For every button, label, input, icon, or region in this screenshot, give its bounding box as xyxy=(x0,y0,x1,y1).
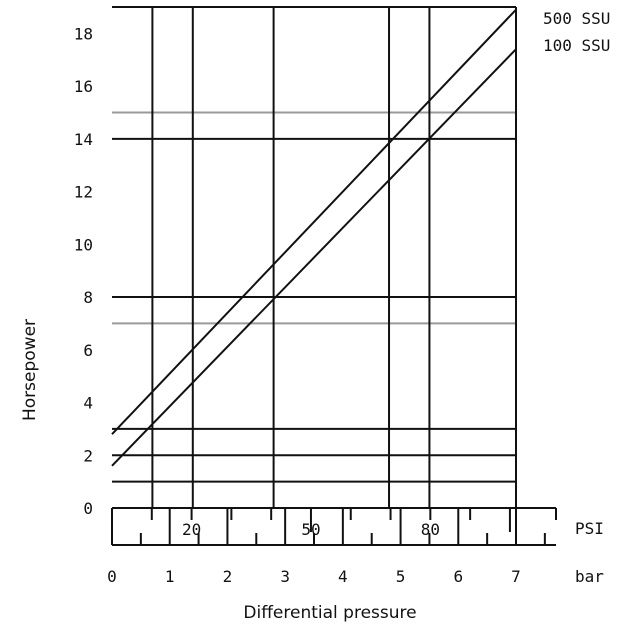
psi-tick-label: 20 xyxy=(182,520,201,539)
bar-tick-label: 4 xyxy=(338,567,348,586)
bar-tick-label: 2 xyxy=(223,567,233,586)
bar-tick-label: 5 xyxy=(396,567,406,586)
y-tick-label: 6 xyxy=(83,341,93,360)
series-lines xyxy=(111,8,517,467)
psi-tick-label: 50 xyxy=(301,520,320,539)
y-tick-label: 18 xyxy=(74,24,93,43)
y-tick-label: 12 xyxy=(74,183,93,202)
y-tick-label: 4 xyxy=(83,394,93,413)
y-axis-label: Horsepower xyxy=(20,319,40,421)
bar-tick-label: 7 xyxy=(511,567,521,586)
y-tick-label: 0 xyxy=(83,499,93,518)
series-label: 500 SSU xyxy=(543,9,610,28)
grid xyxy=(112,6,517,508)
bar-tick-label: 3 xyxy=(280,567,290,586)
y-tick-label: 8 xyxy=(83,288,93,307)
y-tick-label: 16 xyxy=(74,77,93,96)
x-axis-label: Differential pressure xyxy=(243,603,416,623)
axes xyxy=(111,507,557,546)
bar-unit-label: bar xyxy=(575,567,604,586)
y-tick-label: 2 xyxy=(83,446,93,465)
psi-unit-label: PSI xyxy=(575,519,604,538)
bar-tick-label: 1 xyxy=(165,567,175,586)
series-line-500-ssu xyxy=(111,8,517,435)
y-tick-label: 10 xyxy=(74,235,93,254)
psi-tick-label: 80 xyxy=(421,520,440,539)
series-line-100-ssu xyxy=(111,48,517,467)
y-tick-label: 14 xyxy=(74,130,93,149)
labels: Horsepower Differential pressure PSI bar… xyxy=(20,9,610,623)
bar-tick-label: 6 xyxy=(453,567,463,586)
series-label: 100 SSU xyxy=(543,36,610,55)
bar-tick-label: 0 xyxy=(107,567,117,586)
